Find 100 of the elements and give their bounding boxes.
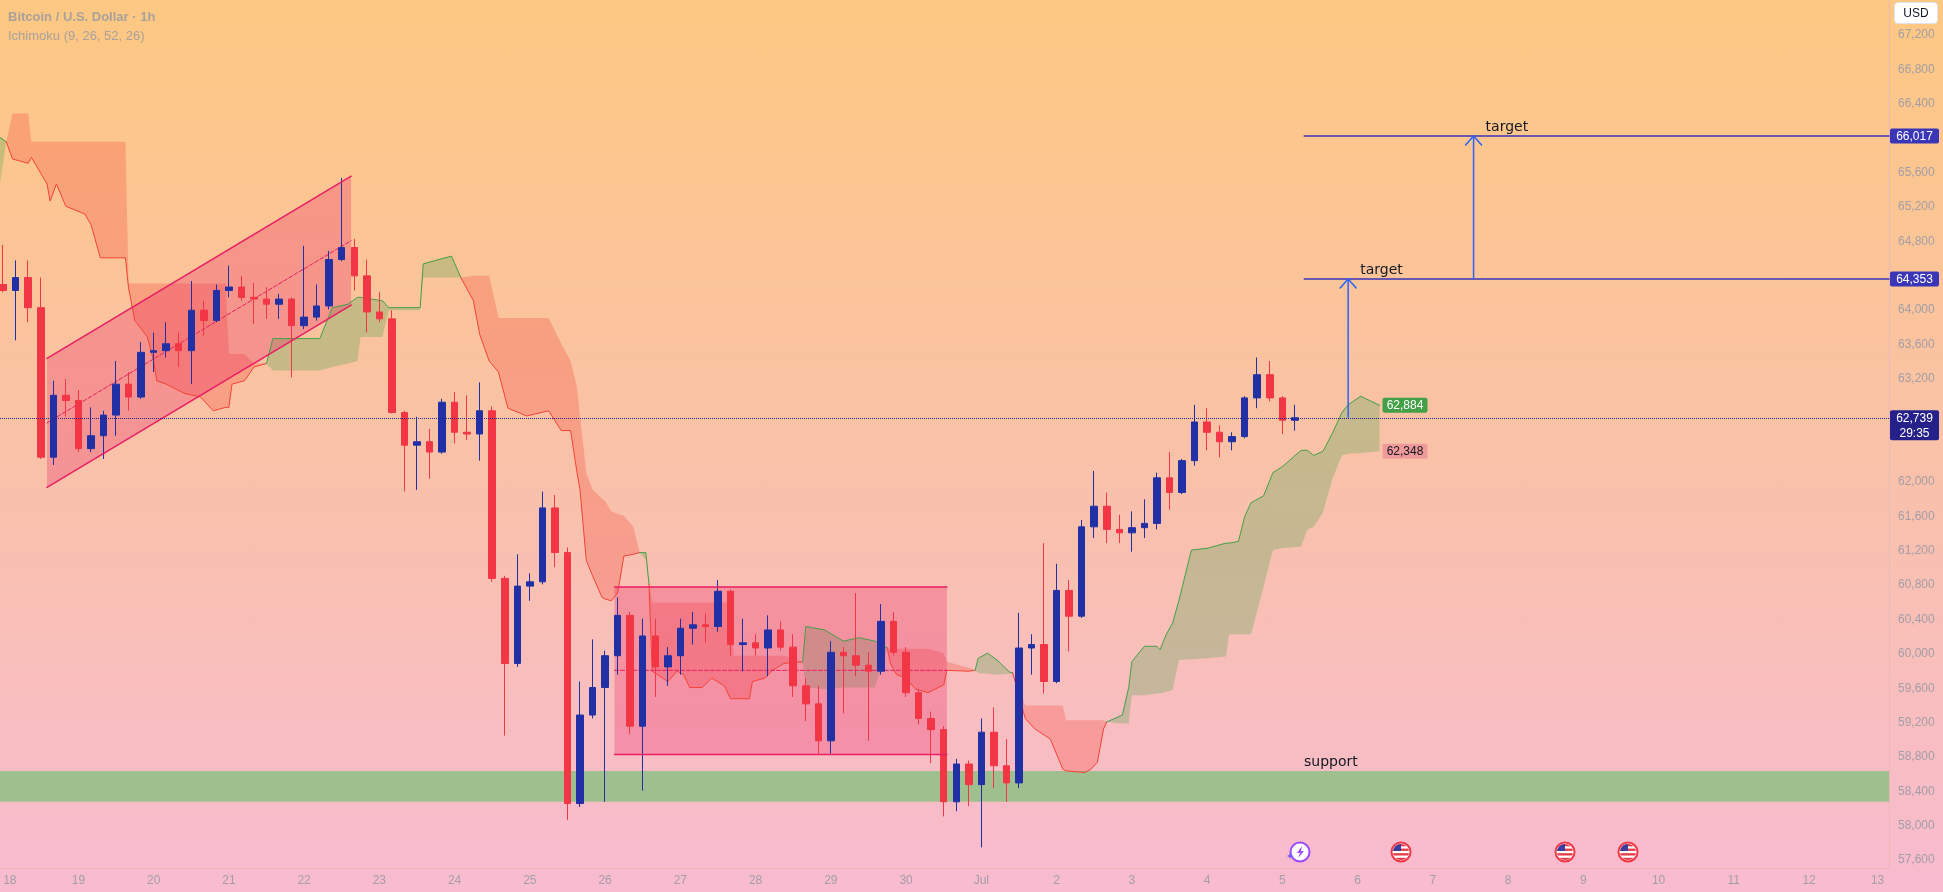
candlestick	[664, 646, 672, 687]
candlestick	[1128, 510, 1136, 553]
candlestick	[915, 688, 922, 725]
x-tick-label: 30	[899, 873, 914, 887]
y-axis-title: USD	[1894, 2, 1938, 24]
y-tick-label: 60,800	[1898, 577, 1936, 592]
x-tick-label: 2	[1053, 873, 1061, 887]
candlestick	[62, 378, 70, 418]
candlestick	[451, 391, 458, 444]
candlestick	[1203, 407, 1211, 451]
candlestick	[1040, 542, 1048, 695]
candlestick	[275, 293, 283, 320]
candlestick	[965, 760, 973, 807]
y-tick-label: 66,400	[1898, 96, 1936, 111]
candlestick	[764, 614, 772, 677]
candlestick	[514, 553, 521, 668]
text: 29:35	[1899, 425, 1930, 440]
candlestick	[0, 244, 7, 293]
candlestick	[488, 406, 496, 583]
x-tick-label: 11	[1727, 873, 1741, 887]
y-tick-label: 66,800	[1898, 61, 1936, 76]
candlestick	[100, 410, 107, 460]
y-tick-label: 67,200	[1898, 27, 1936, 42]
candlestick	[162, 321, 170, 359]
x-tick-label: 25	[523, 873, 537, 887]
candlestick	[1191, 404, 1198, 467]
candlestick	[727, 589, 734, 657]
x-tick-label: 24	[447, 873, 462, 887]
candlestick	[940, 725, 947, 817]
candlestick	[1253, 357, 1261, 409]
candlestick	[1141, 498, 1148, 539]
y-tick-label: 58,000	[1898, 818, 1936, 833]
candlestick	[978, 717, 985, 848]
x-tick-label: 23	[372, 873, 387, 887]
candlestick	[263, 286, 270, 320]
candlestick	[325, 250, 333, 310]
candlestick	[188, 280, 195, 385]
candlestick	[714, 579, 722, 633]
candlestick	[802, 677, 810, 722]
x-tick-label: Jul	[973, 873, 990, 887]
candlestick	[438, 398, 446, 455]
text: Ichimoku (9, 26, 52, 26)	[8, 28, 145, 43]
candlestick	[200, 300, 208, 337]
candlestick	[112, 360, 120, 437]
x-tick-label: 4	[1203, 873, 1211, 887]
candlestick	[789, 633, 797, 698]
candlestick	[24, 259, 32, 323]
candlestick	[953, 758, 960, 812]
candlestick	[576, 681, 584, 808]
candlestick	[401, 410, 408, 493]
candlestick	[463, 394, 471, 441]
candlestick	[37, 277, 45, 460]
candlestick	[877, 603, 885, 676]
candlestick	[1178, 458, 1186, 495]
candlestick	[852, 592, 860, 677]
candlestick	[388, 309, 396, 414]
candlestick	[351, 238, 358, 291]
candlestick	[288, 296, 295, 378]
candlestick	[564, 546, 571, 821]
x-tick-label: 5	[1278, 873, 1286, 887]
x-tick-label: 28	[748, 873, 763, 887]
candlestick	[689, 611, 697, 646]
candlestick	[250, 282, 258, 325]
y-tick-label: 65,600	[1898, 164, 1936, 179]
annotation: 62,348	[1386, 444, 1424, 459]
data-label: 66,017	[1896, 129, 1934, 144]
x-tick-label: 19	[71, 873, 86, 887]
text: Bitcoin / U.S. Dollar · 1h	[8, 9, 156, 24]
candlestick	[890, 611, 897, 657]
x-tick-label: 9	[1579, 873, 1587, 887]
y-tick-label: 64,000	[1898, 302, 1936, 317]
candlestick	[150, 332, 157, 373]
candlestick	[1291, 404, 1299, 432]
candlestick	[639, 618, 646, 792]
candlestick	[1266, 360, 1274, 402]
candlestick	[677, 618, 684, 676]
candlestick	[75, 389, 82, 453]
candlestick	[175, 332, 182, 368]
candlestick	[990, 706, 998, 789]
x-tick-label: 18	[3, 873, 17, 887]
x-tick-label: 13	[1870, 873, 1885, 887]
candlestick	[376, 291, 383, 323]
x-tick-label: 21	[222, 873, 236, 887]
candlestick	[1228, 431, 1236, 451]
candlestick	[702, 613, 709, 644]
candlestick	[840, 646, 847, 714]
candlestick	[614, 596, 621, 676]
candlestick	[1241, 395, 1248, 439]
data-label: 62,884	[1386, 398, 1424, 413]
x-tick-label: 7	[1429, 873, 1437, 887]
candlestick	[752, 633, 759, 657]
candlestick	[501, 575, 509, 737]
candlestick	[1216, 424, 1223, 458]
candlestick	[815, 685, 822, 755]
x-tick-label: 20	[146, 873, 161, 887]
candlestick	[1103, 491, 1111, 544]
candlestick	[539, 491, 546, 585]
y-tick-label: 60,400	[1898, 611, 1936, 626]
candlestick	[238, 275, 245, 302]
candlestick	[1065, 579, 1073, 652]
